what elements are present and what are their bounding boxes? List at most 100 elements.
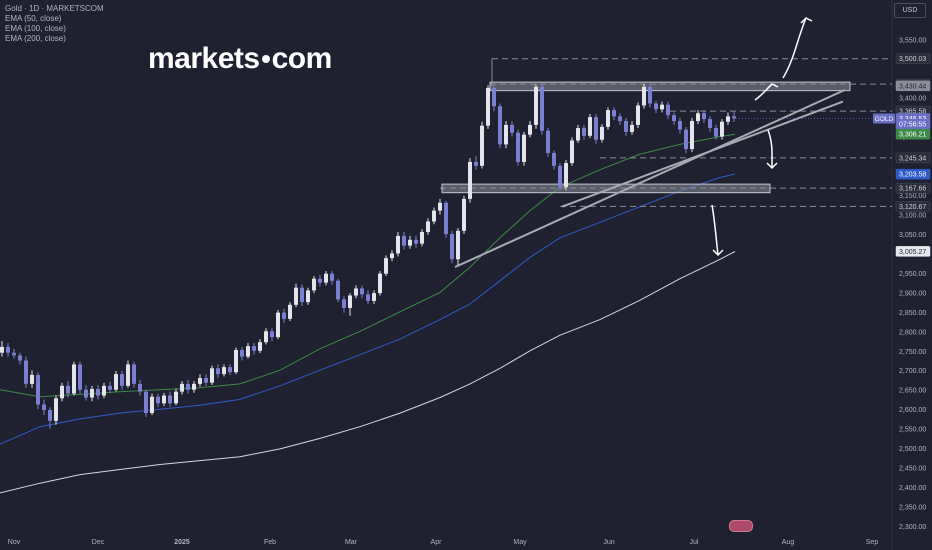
price-label-box [895,53,931,64]
candle-body [108,385,112,390]
candle-body [324,273,328,283]
x-tick-label: Jun [603,539,614,546]
candle-body [354,288,358,296]
candle-body [378,273,382,294]
candle-body [528,124,532,135]
candle-body [300,287,304,303]
candle-body [414,239,418,244]
candle-body [570,140,574,164]
candle-body [342,299,346,308]
candle-body [552,152,556,166]
candle-body [132,364,136,384]
price-label: 3,500.03 [899,56,926,63]
brand-dot-icon [261,54,270,63]
candle-body [204,378,208,383]
candle-body [576,128,580,141]
candle-body [42,404,46,410]
trendline-lower [454,88,846,268]
candle-body [678,121,682,130]
candle-body [318,278,322,283]
y-tick-label: 3,050.00 [899,232,926,239]
y-tick-label: 2,450.00 [899,466,926,473]
brand-logo: markets com [148,42,332,76]
candle-body [150,396,154,414]
candle-body [222,367,226,375]
candle-body [264,331,268,343]
candle-body [540,86,544,131]
candle-body [624,121,628,132]
ema100-line [0,173,736,445]
price-label-box [895,80,931,92]
legend-ema50[interactable]: EMA (50, close) [5,14,62,23]
candle-body [90,388,94,398]
candle-body [258,342,262,351]
candle-body [462,198,466,231]
candle-body [402,235,406,246]
x-tick-label: Sep [866,539,879,546]
candle-body [96,388,100,396]
y-tick-label: 2,500.00 [899,446,926,453]
sr-zone [441,183,771,194]
arrow-breakdown [711,204,719,256]
candle-body [360,288,364,295]
candle-body [684,129,688,150]
trendline-upper [561,100,844,208]
x-tick-label: Feb [264,539,276,546]
legend-title[interactable]: Gold · 1D · MARKETSCOM [5,4,104,13]
candle-body [228,367,232,373]
price-label: 3,203.58 [899,172,926,179]
candle-body [198,378,202,384]
candle-body [120,374,124,386]
candle-body [510,124,514,133]
candle-body [534,86,538,125]
candle-body [372,293,376,301]
candle-body [336,280,340,300]
candle-body [666,104,670,116]
candle-body [234,349,238,373]
candle-body [390,253,394,259]
candle-body [102,385,106,396]
y-tick-label: 2,550.00 [899,427,926,434]
y-tick-label: 2,800.00 [899,329,926,336]
candle-body [408,239,412,246]
y-tick-label: 3,400.00 [899,96,926,103]
candle-body [0,346,4,353]
legend-ema200[interactable]: EMA (200, close) [5,34,66,43]
candle-body [396,235,400,254]
price-label: 3,430.44 [899,83,926,90]
price-label-box [895,182,931,194]
candle-body [444,202,448,234]
y-tick-label: 2,650.00 [899,388,926,395]
y-tick-label: 2,950.00 [899,271,926,278]
ema50-line [0,133,736,398]
candle-body [654,103,658,110]
events-flag-icon[interactable] [729,520,753,532]
candle-body [426,221,430,233]
candle-body [516,132,520,162]
candle-body [216,368,220,375]
sr-zone [489,81,851,92]
candle-body [702,113,706,120]
candle-body [714,128,718,137]
candle-body [60,385,64,399]
currency-button[interactable]: USD [894,3,926,18]
price-label: 3,005.27 [899,249,926,256]
candle-body [588,117,592,136]
candle-body [72,364,76,394]
candle-body [726,116,730,122]
candle-body [480,125,484,166]
candle-body [84,389,88,398]
candle-body [432,210,436,222]
y-tick-label: 2,900.00 [899,290,926,297]
candle-body [252,346,256,351]
legend-ema100[interactable]: EMA (100, close) [5,24,66,33]
candle-body [468,161,472,199]
y-tick-label: 2,600.00 [899,407,926,414]
candle-body [288,304,292,319]
price-label-box [895,201,931,212]
arrow-breakout-high [782,17,807,79]
price-label: 07:56:55 [899,122,926,129]
